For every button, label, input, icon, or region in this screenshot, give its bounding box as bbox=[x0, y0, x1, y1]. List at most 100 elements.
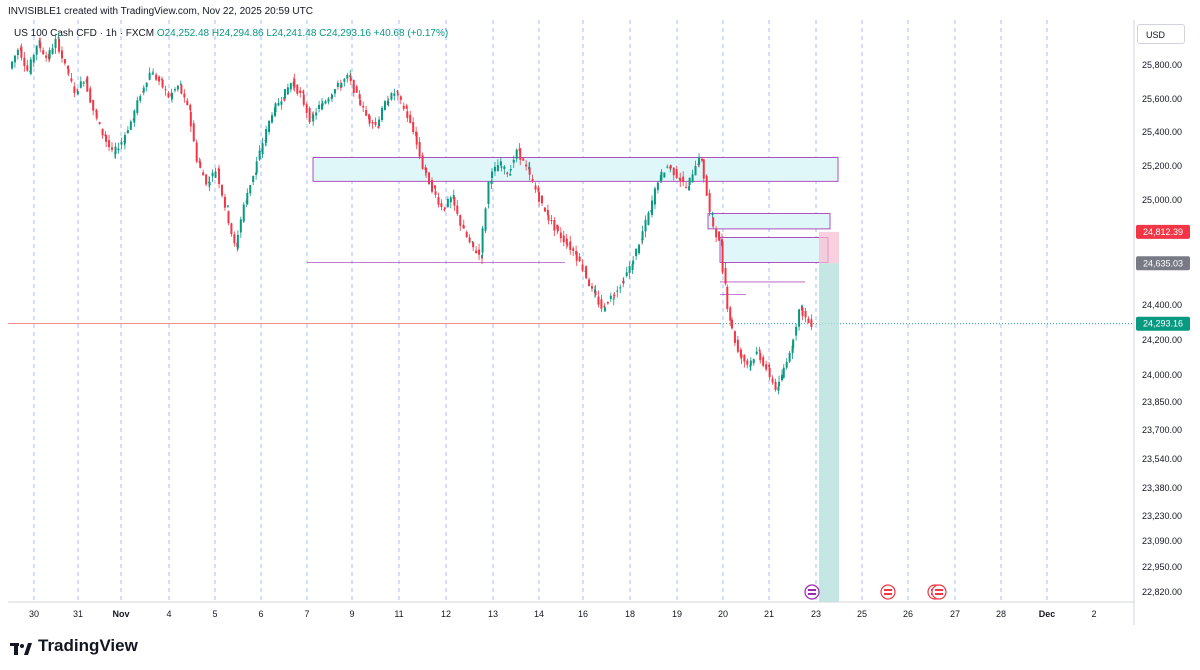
y-tick-label: 25,600.00 bbox=[1142, 94, 1182, 104]
candle-body bbox=[239, 219, 242, 233]
us-flag-event-icon[interactable] bbox=[931, 584, 947, 600]
candle-body bbox=[277, 102, 280, 106]
candle-body bbox=[701, 158, 703, 161]
x-tick-label: 19 bbox=[672, 609, 682, 619]
candle-body bbox=[98, 122, 101, 125]
candle-body bbox=[189, 104, 192, 110]
axes: 30 31 Nov 4 5 6 7 9 11 12 13 14 16 18 19 20 21 23 25 26 27 28… bbox=[8, 20, 1190, 625]
x-tick-label: 13 bbox=[488, 609, 498, 619]
candle-body bbox=[405, 105, 408, 109]
candle-body bbox=[685, 186, 688, 188]
candles bbox=[11, 32, 813, 395]
candle-body bbox=[481, 228, 484, 253]
y-tick-label: 24,000.00 bbox=[1142, 370, 1182, 380]
candle-body bbox=[327, 98, 330, 102]
candle-body bbox=[321, 103, 323, 110]
candle-body bbox=[79, 81, 82, 88]
candle-body bbox=[377, 126, 380, 128]
candle-body bbox=[778, 381, 781, 387]
candle-body bbox=[331, 94, 333, 99]
candle-body bbox=[791, 345, 794, 354]
event-glyph bbox=[935, 593, 943, 595]
us-flag-event-icon[interactable] bbox=[880, 584, 896, 600]
candle-body bbox=[736, 339, 739, 352]
candle-body bbox=[490, 181, 493, 184]
currency-selector[interactable]: USD bbox=[1137, 24, 1185, 44]
candle-body bbox=[402, 105, 405, 109]
x-tick-label: 30 bbox=[29, 609, 39, 619]
x-tick-label: Dec bbox=[1039, 609, 1056, 619]
candle-body bbox=[108, 140, 111, 148]
candle-body bbox=[774, 381, 777, 390]
candle-body bbox=[446, 198, 449, 207]
candle-body bbox=[522, 158, 525, 161]
brand-name: TradingView bbox=[38, 636, 138, 655]
candle-body bbox=[42, 50, 45, 55]
candle-body bbox=[688, 186, 691, 191]
candle-body bbox=[268, 120, 271, 132]
event-glyph bbox=[808, 589, 816, 591]
candle-body bbox=[26, 65, 29, 71]
candle-body bbox=[318, 104, 321, 109]
drawings[interactable] bbox=[8, 157, 1134, 603]
supply-zone bbox=[707, 213, 831, 230]
candle-body bbox=[421, 155, 424, 169]
price-tag bbox=[1136, 316, 1190, 331]
candle-body bbox=[603, 306, 606, 308]
candle-body bbox=[588, 279, 591, 287]
candle-body bbox=[538, 192, 541, 202]
x-tick-label: 21 bbox=[764, 609, 774, 619]
economic-events[interactable] bbox=[804, 584, 947, 600]
candle-body bbox=[644, 219, 647, 232]
candle-body bbox=[211, 172, 214, 177]
candle-body bbox=[768, 367, 771, 378]
candle-body bbox=[613, 294, 616, 296]
candle-body bbox=[660, 171, 663, 181]
candle-body bbox=[302, 94, 305, 105]
candle-body bbox=[534, 185, 537, 190]
candle-body bbox=[198, 160, 201, 163]
candle-body bbox=[733, 331, 736, 344]
candle-body bbox=[66, 66, 69, 69]
candle-body bbox=[600, 299, 603, 309]
candle-body bbox=[433, 185, 436, 189]
candle-body bbox=[352, 80, 355, 94]
candle-body bbox=[95, 110, 98, 119]
candle-body bbox=[63, 59, 66, 64]
candle-body bbox=[666, 166, 669, 168]
candle-body bbox=[383, 101, 386, 110]
candle-body bbox=[606, 301, 609, 304]
candle-body bbox=[321, 102, 324, 106]
y-tick-label: 24,200.00 bbox=[1142, 335, 1182, 345]
candle-body bbox=[16, 49, 19, 56]
lightning-event-icon[interactable] bbox=[804, 584, 820, 600]
candle-body bbox=[374, 121, 377, 125]
candle-body bbox=[195, 142, 198, 162]
candle-body bbox=[226, 205, 229, 207]
candle-body bbox=[559, 232, 562, 239]
tradingview-logo[interactable]: TradingView bbox=[10, 636, 138, 656]
candle-body bbox=[271, 115, 273, 123]
candle-body bbox=[743, 355, 746, 362]
candle-body bbox=[39, 42, 42, 49]
candle-body bbox=[396, 93, 399, 95]
candle-body bbox=[653, 188, 656, 205]
candle-body bbox=[712, 217, 715, 227]
x-tick-label: 6 bbox=[258, 609, 263, 619]
symbol-legend: US 100 Cash CFD · 1h · FXCM O24,252.48 H… bbox=[14, 28, 448, 39]
candle-body bbox=[638, 244, 641, 254]
candle-body bbox=[491, 171, 493, 179]
candle-body bbox=[13, 55, 16, 63]
candle-body bbox=[801, 307, 804, 317]
candle-body bbox=[218, 168, 221, 185]
candle-body bbox=[496, 165, 499, 172]
candle-body bbox=[547, 214, 550, 221]
candle-body bbox=[669, 165, 672, 169]
candle-body bbox=[631, 263, 634, 271]
candle-body bbox=[718, 231, 721, 241]
candle-body bbox=[705, 175, 708, 196]
candle-body bbox=[512, 159, 515, 163]
event-marker bbox=[880, 584, 896, 600]
y-tick-label: 22,820.00 bbox=[1142, 587, 1182, 597]
